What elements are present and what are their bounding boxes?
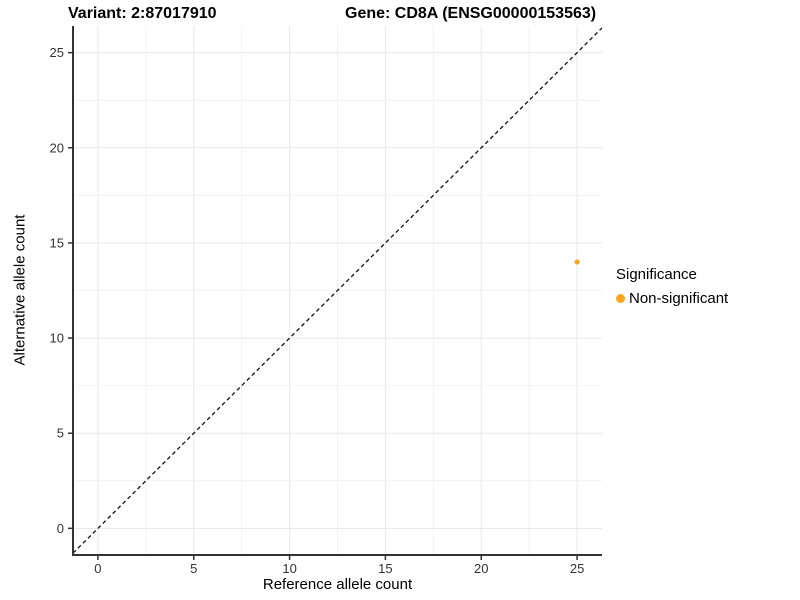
x-tick-label: 25 — [570, 561, 584, 576]
x-axis-title: Reference allele count — [262, 576, 413, 593]
y-tick-label: 0 — [57, 521, 64, 536]
y-axis-title: Alternative allele count — [11, 214, 29, 366]
x-tick-label: 5 — [190, 561, 197, 576]
y-tick-label: 5 — [57, 426, 64, 441]
legend-item-non-significant: Non-significant — [616, 290, 728, 307]
y-tick-label: 10 — [50, 331, 64, 346]
data-point — [574, 259, 580, 265]
x-tick-label: 15 — [378, 561, 392, 576]
y-tick-label: 20 — [50, 140, 64, 155]
legend-title: Significance — [616, 266, 697, 283]
x-tick-label: 20 — [474, 561, 488, 576]
y-tick-label: 25 — [50, 45, 64, 60]
y-tick-label: 15 — [50, 235, 64, 250]
variant-title: Variant: 2:87017910 — [68, 5, 217, 22]
gene-title: Gene: CD8A (ENSG00000153563) — [345, 5, 597, 22]
x-tick-label: 0 — [94, 561, 101, 576]
legend: Significance Non-significant — [616, 266, 728, 307]
legend-item-label: Non-significant — [629, 290, 729, 307]
identity-dashed-line — [72, 27, 603, 554]
x-tick-label: 10 — [282, 561, 296, 576]
non-significant-point-icon — [616, 294, 625, 303]
